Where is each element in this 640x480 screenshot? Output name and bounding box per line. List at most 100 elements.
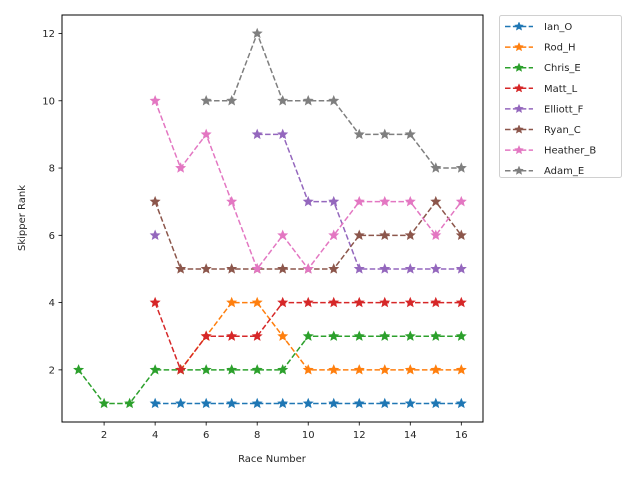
series-ryan-c — [149, 195, 467, 274]
star-marker-icon — [455, 195, 467, 207]
legend-star-icon — [514, 165, 524, 175]
star-marker-icon — [175, 162, 187, 173]
star-marker-icon — [277, 364, 289, 375]
y-tick-label: 6 — [49, 231, 55, 242]
series-line — [206, 31, 462, 169]
legend-star-icon — [514, 41, 524, 52]
star-marker-icon — [302, 364, 314, 375]
legend-star-icon — [514, 144, 524, 155]
star-marker-icon — [455, 296, 467, 308]
y-axis-ticks: 2 4 6 8 10 12 — [42, 29, 62, 376]
star-marker-icon — [226, 397, 238, 409]
star-marker-icon — [328, 397, 340, 409]
legend-item: Adam_E — [505, 165, 584, 177]
star-marker-icon — [200, 364, 212, 375]
star-marker-icon — [430, 263, 442, 274]
star-marker-icon — [379, 128, 391, 140]
legend-star-icon — [514, 62, 524, 72]
star-marker-icon — [404, 330, 416, 341]
legend-item: Ian_O — [505, 21, 572, 33]
star-marker-icon — [200, 263, 212, 274]
x-axis-ticks: 2 4 6 8 10 12 14 16 — [101, 422, 468, 441]
y-tick-label: 12 — [42, 29, 55, 40]
star-marker-icon — [328, 229, 340, 240]
series-matt-l — [149, 296, 467, 375]
star-marker-icon — [455, 397, 467, 409]
legend-label: Chris_E — [544, 63, 581, 74]
star-marker-icon — [379, 263, 391, 274]
star-marker-icon — [277, 94, 289, 106]
star-marker-icon — [251, 128, 263, 140]
y-tick-label: 2 — [49, 365, 55, 376]
star-marker-icon — [277, 263, 289, 274]
star-marker-icon — [226, 263, 238, 274]
star-marker-icon — [98, 397, 110, 409]
star-marker-icon — [73, 364, 85, 375]
star-marker-icon — [455, 364, 467, 375]
x-tick-label: 2 — [101, 430, 107, 441]
legend-frame — [499, 15, 622, 178]
star-marker-icon — [175, 263, 187, 274]
y-axis-label: Skipper Rank — [17, 185, 28, 251]
star-marker-icon — [379, 195, 391, 207]
y-tick-label: 10 — [42, 96, 55, 107]
star-marker-icon — [328, 263, 340, 274]
series-chris-e — [73, 330, 467, 409]
star-marker-icon — [430, 364, 442, 375]
legend-item: Elliott_F — [505, 103, 584, 115]
star-marker-icon — [379, 296, 391, 308]
star-marker-icon — [455, 263, 467, 274]
star-marker-icon — [251, 364, 263, 375]
star-marker-icon — [353, 330, 365, 341]
star-marker-icon — [302, 263, 314, 274]
star-marker-icon — [430, 162, 442, 173]
star-marker-icon — [302, 296, 314, 308]
star-marker-icon — [149, 229, 161, 240]
star-marker-icon — [277, 330, 289, 341]
star-marker-icon — [200, 128, 212, 140]
legend-item: Ryan_C — [505, 124, 581, 136]
star-marker-icon — [200, 397, 212, 409]
star-marker-icon — [277, 397, 289, 409]
star-marker-icon — [200, 94, 212, 106]
star-marker-icon — [353, 195, 365, 207]
star-marker-icon — [251, 27, 263, 39]
star-marker-icon — [353, 128, 365, 140]
legend-label: Heather_B — [544, 146, 596, 157]
star-marker-icon — [226, 330, 238, 341]
star-marker-icon — [277, 296, 289, 308]
series-line — [154, 200, 462, 270]
star-marker-icon — [251, 296, 263, 308]
star-marker-icon — [226, 195, 238, 207]
star-marker-icon — [226, 94, 238, 106]
star-marker-icon — [200, 330, 212, 341]
legend-item: Rod_H — [505, 41, 575, 54]
star-marker-icon — [175, 364, 187, 375]
plot-area — [73, 27, 467, 409]
x-tick-label: 16 — [455, 430, 468, 441]
series-heather-b — [149, 94, 467, 274]
star-marker-icon — [379, 229, 391, 240]
series-line — [77, 335, 462, 405]
star-marker-icon — [404, 263, 416, 274]
star-marker-icon — [251, 263, 263, 274]
star-marker-icon — [353, 263, 365, 274]
series-line — [180, 301, 462, 371]
star-marker-icon — [404, 128, 416, 140]
star-marker-icon — [175, 397, 187, 409]
star-marker-icon — [149, 94, 161, 106]
series-adam-e — [200, 27, 467, 173]
legend-item: Heather_B — [505, 144, 596, 157]
star-marker-icon — [404, 364, 416, 375]
legend-star-icon — [514, 103, 524, 114]
star-marker-icon — [277, 128, 289, 140]
axes-frame — [61, 14, 484, 423]
legend-item: Matt_L — [505, 83, 578, 95]
star-marker-icon — [302, 195, 314, 207]
star-marker-icon — [404, 229, 416, 240]
star-marker-icon — [149, 296, 161, 308]
x-tick-label: 10 — [302, 430, 315, 441]
star-marker-icon — [149, 364, 161, 375]
x-tick-label: 8 — [254, 430, 260, 441]
